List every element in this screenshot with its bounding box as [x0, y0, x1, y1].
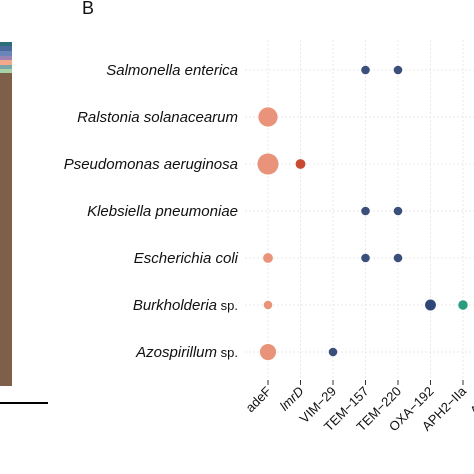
data-point [258, 107, 278, 127]
stack-segment [0, 72, 12, 386]
data-point [257, 153, 279, 175]
species-label: Escherichia coli [134, 250, 239, 267]
species-label: Azospirillum sp. [135, 344, 238, 361]
stack-segment [0, 50, 12, 56]
data-point [295, 159, 306, 169]
data-point [393, 253, 403, 263]
species-label: Burkholderia sp. [133, 297, 238, 314]
species-label: Ralstonia solanacearum [77, 109, 238, 126]
species-label: Pseudomonas aeruginosa [64, 156, 238, 173]
data-point [458, 300, 468, 310]
data-point [259, 343, 277, 361]
data-point [361, 65, 370, 75]
stack-segment [0, 64, 12, 69]
x-tick-label: adeF [243, 383, 275, 415]
stacked-bar [0, 42, 12, 386]
data-point [393, 206, 403, 216]
species-label: Salmonella enterica [106, 62, 238, 79]
data-point [263, 253, 273, 263]
stack-segment [0, 68, 12, 73]
data-point [263, 300, 273, 310]
stack-segment [0, 59, 12, 65]
data-point [425, 299, 436, 311]
panel-label: B [82, 0, 95, 18]
data-point [361, 206, 370, 216]
stack-segment [0, 42, 12, 47]
stack-segment [0, 46, 12, 51]
data-point [393, 65, 403, 75]
data-point [328, 347, 338, 357]
x-tick-label: APH3 [467, 384, 474, 419]
axis-line [0, 402, 48, 404]
species-label: Klebsiella pneumoniae [87, 203, 238, 220]
stack-segment [0, 55, 12, 60]
data-point [361, 253, 370, 263]
